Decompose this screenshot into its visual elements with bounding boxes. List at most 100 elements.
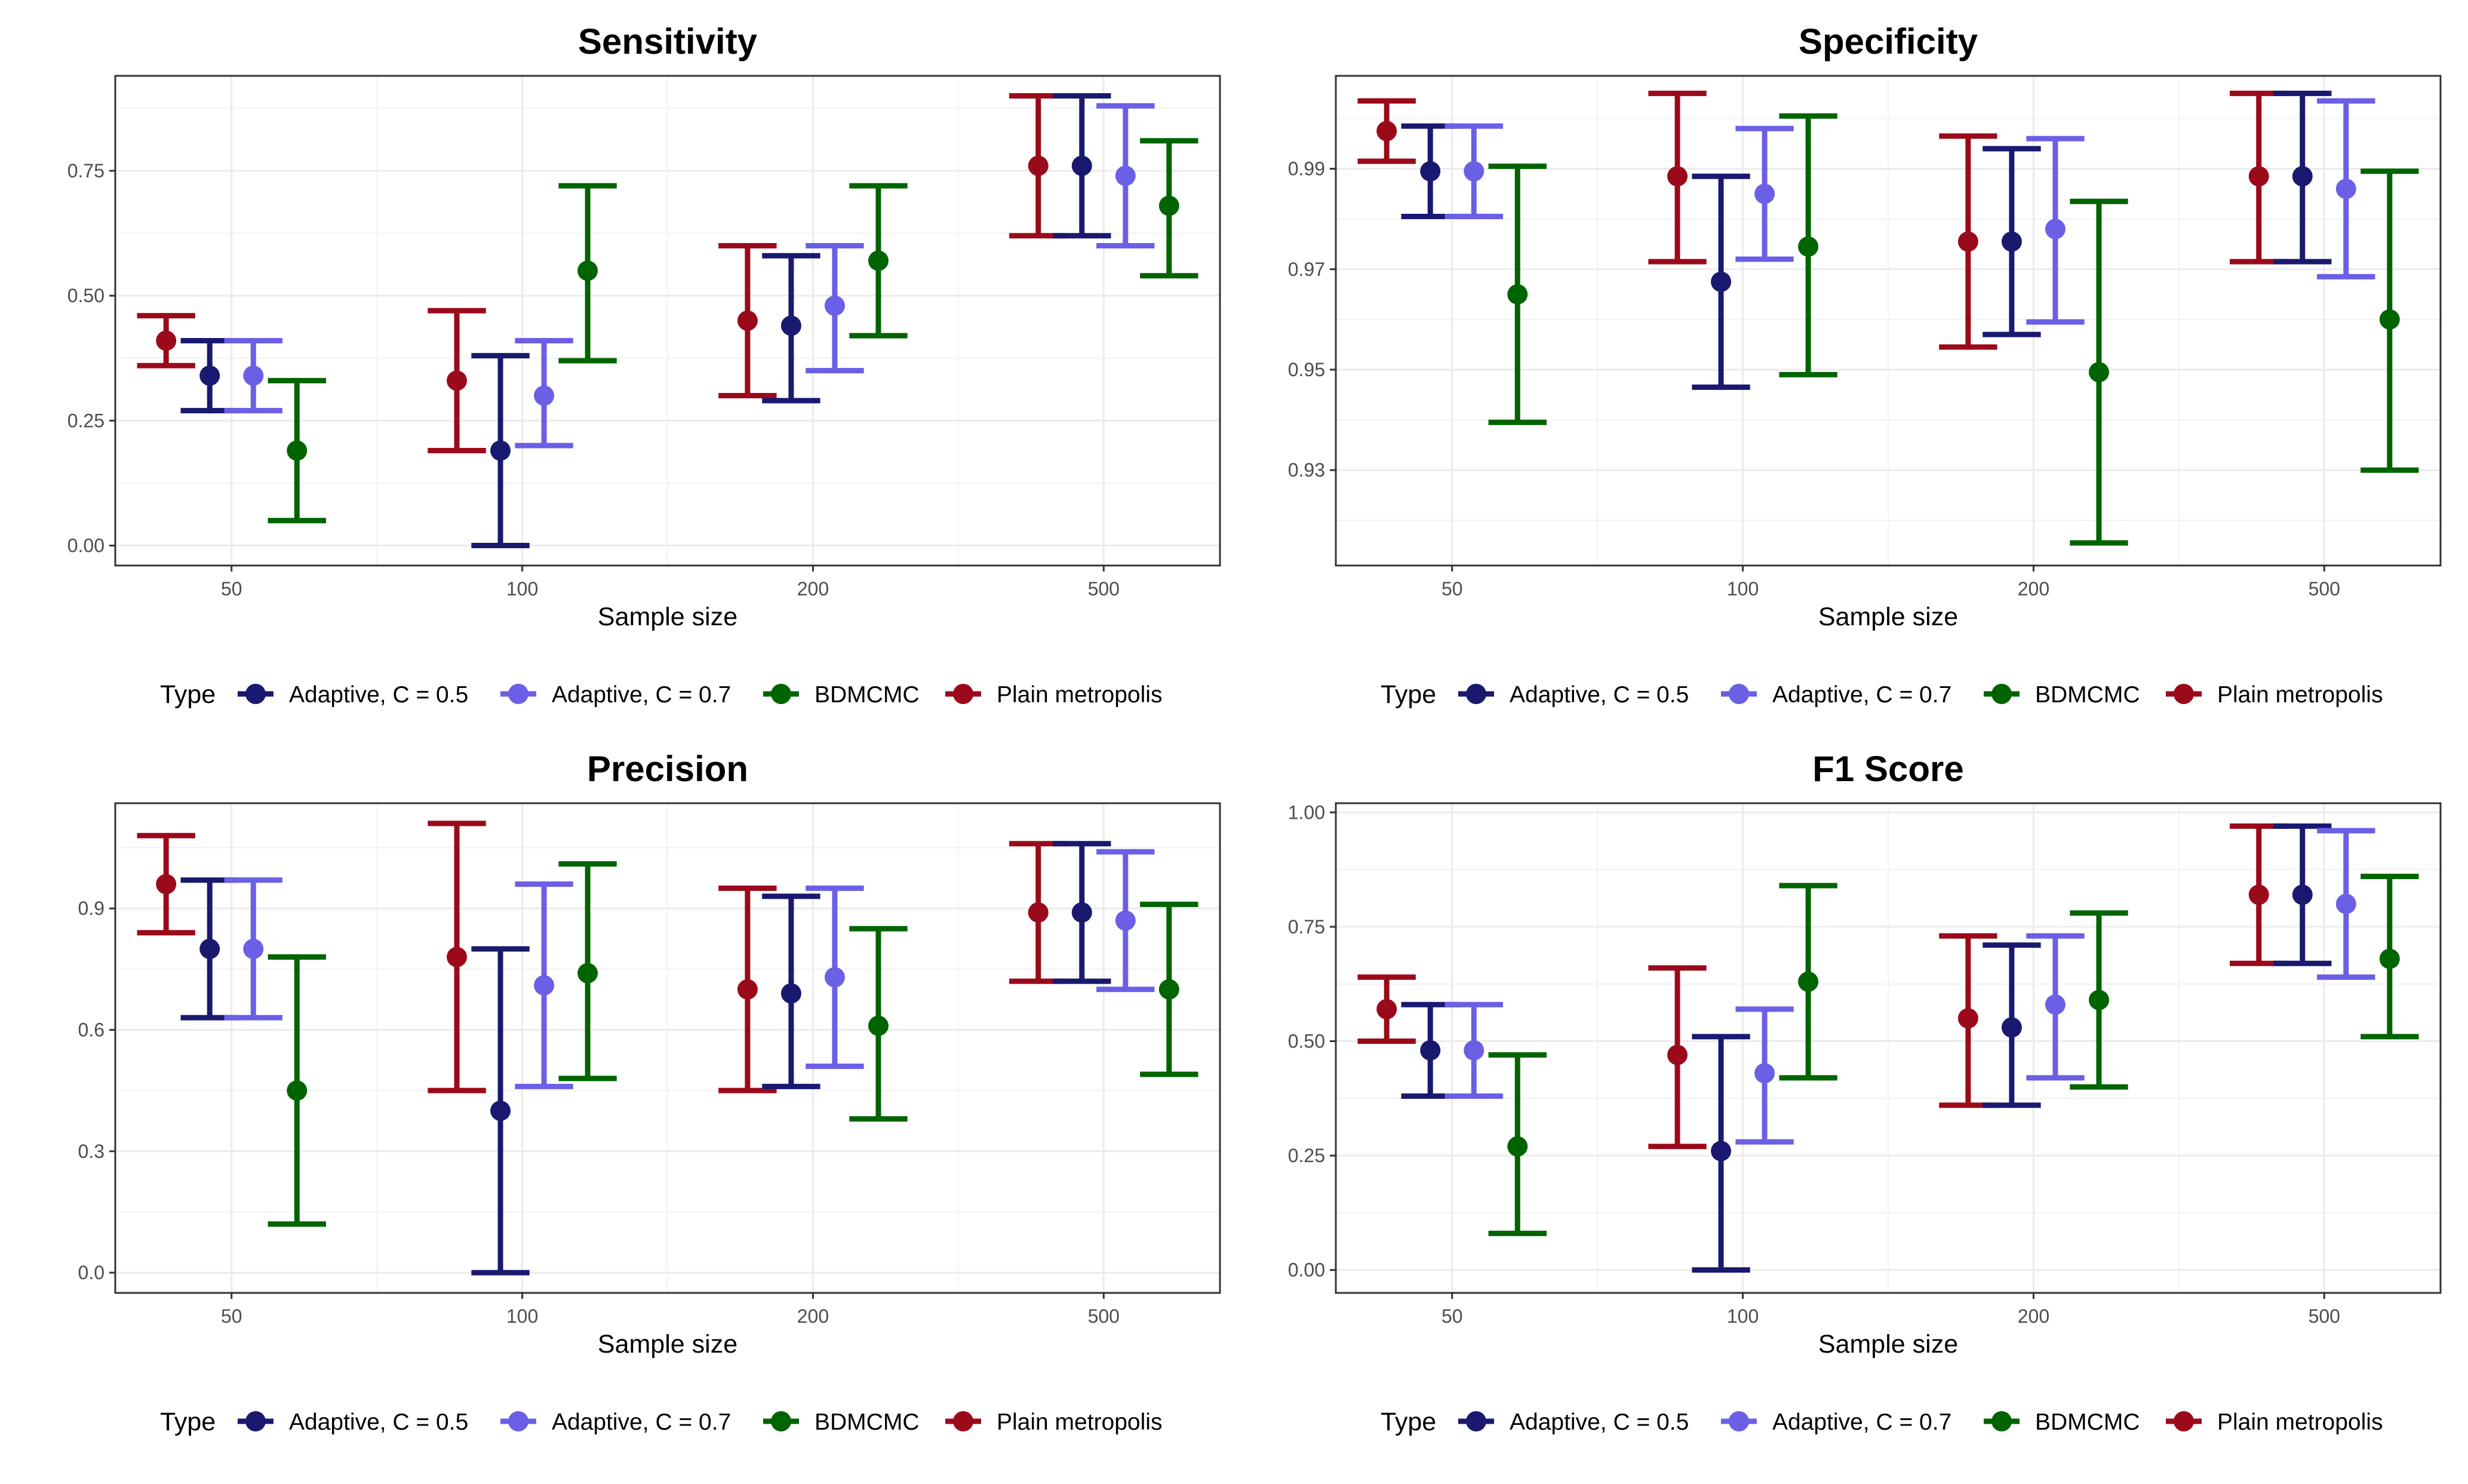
legend-key-point [771,684,791,704]
point-adaptive-c-0-5-100 [1711,1141,1732,1162]
y-tick-label: 0.99 [1288,158,1325,180]
legend-entry-bdmcmc: BDMCMC [763,682,919,708]
point-adaptive-c-0-7-50 [243,938,264,959]
point-adaptive-c-0-5-50 [199,365,220,386]
point-bdmcmc-200 [868,1015,889,1036]
series-adaptive-c-0-7 [224,849,1155,1089]
panel-f1-score: 0.00 0.25 0.50 0.75 1.00 50 100 200 500 F1 Score S… [1288,749,2442,1436]
point-adaptive-c-0-7-100 [1754,183,1775,204]
legend-entry-adaptive-c-0-7: Adaptive, C = 0.7 [500,1409,731,1435]
legend-key-point [1991,1411,2012,1431]
x-tick-label: 500 [2309,1305,2340,1327]
panel-title: Specificity [1799,21,1978,62]
panel-border [1335,802,2442,1294]
point-bdmcmc-500 [2379,309,2400,330]
legend-label: BDMCMC [2035,682,2140,708]
legend-title: Type [1381,1408,1436,1436]
point-plain-metropolis-200 [1957,1008,1978,1029]
legend-label: Adaptive, C = 0.5 [1510,682,1689,708]
legend-entry-plain-metropolis: Plain metropolis [945,1409,1162,1435]
point-bdmcmc-50 [1507,284,1528,305]
legend-title: Type [160,1408,216,1436]
series-adaptive-c-0-5 [1401,823,2332,1273]
x-axis-label: Sample size [598,603,737,631]
legend-entry-plain-metropolis: Plain metropolis [2166,1409,2383,1435]
point-bdmcmc-100 [1798,971,1819,992]
panel-specificity: 0.93 0.95 0.97 0.99 50 100 200 500 Specificity Sa… [1288,21,2442,709]
point-adaptive-c-0-5-200 [2001,231,2022,252]
point-bdmcmc-500 [1158,979,1179,1000]
point-adaptive-c-0-7-50 [243,365,264,386]
x-tick-label: 200 [797,578,829,600]
legend-key-point [771,1411,791,1431]
legend-label: BDMCMC [815,682,919,708]
series-adaptive-c-0-7 [1444,98,2375,325]
y-tick-label: 0.97 [1288,259,1325,280]
legend-label: Plain metropolis [2217,682,2383,708]
point-adaptive-c-0-7-500 [1115,165,1136,186]
point-adaptive-c-0-5-500 [1071,902,1092,923]
legend-key-point [508,684,528,704]
y-tick-label: 0.25 [67,410,105,431]
x-tick-label: 100 [506,578,538,600]
point-adaptive-c-0-5-100 [1711,271,1732,292]
series-bdmcmc [268,138,1198,524]
point-adaptive-c-0-5-200 [780,983,801,1004]
series-adaptive-c-0-7 [224,103,1155,448]
legend-key-point [245,684,266,704]
legend-entry-adaptive-c-0-7: Adaptive, C = 0.7 [500,682,731,708]
y-tick-label: 1.00 [1288,801,1325,823]
legend-label: Adaptive, C = 0.7 [1772,682,1951,708]
point-bdmcmc-100 [577,963,598,984]
legend-label: Plain metropolis [997,682,1162,708]
point-plain-metropolis-200 [737,979,758,1000]
legend-key-point [953,684,973,704]
point-plain-metropolis-500 [2248,884,2269,905]
panel-border [114,75,1221,567]
point-adaptive-c-0-5-200 [2001,1017,2022,1038]
legend-entry-plain-metropolis: Plain metropolis [2166,682,2383,708]
legend-entry-adaptive-c-0-7: Adaptive, C = 0.7 [1721,682,1951,708]
legend-entry-bdmcmc: BDMCMC [1984,1409,2140,1435]
point-plain-metropolis-50 [156,874,177,895]
series-adaptive-c-0-5 [1401,90,2332,390]
legend-key-point [1729,684,1749,704]
point-adaptive-c-0-7-50 [1464,161,1485,182]
point-plain-metropolis-50 [1376,121,1397,142]
point-plain-metropolis-100 [1667,1044,1688,1065]
point-plain-metropolis-200 [1957,231,1978,252]
legend-entry-adaptive-c-0-7: Adaptive, C = 0.7 [1721,1409,1951,1435]
legend-entry-plain-metropolis: Plain metropolis [945,682,1162,708]
legend-entry-adaptive-c-0-5: Adaptive, C = 0.5 [238,682,468,708]
point-adaptive-c-0-7-100 [534,385,555,406]
point-bdmcmc-100 [1798,236,1819,257]
point-bdmcmc-100 [577,260,598,281]
x-tick-label: 200 [797,1305,829,1327]
point-adaptive-c-0-7-500 [2335,893,2356,914]
point-adaptive-c-0-5-500 [2292,166,2313,187]
point-bdmcmc-50 [287,1080,308,1101]
point-bdmcmc-200 [2088,990,2109,1010]
series-adaptive-c-0-5 [180,93,1111,549]
point-plain-metropolis-100 [447,947,468,967]
series-bdmcmc [1488,113,2419,546]
legend-key-point [1991,684,2012,704]
legend-label: Adaptive, C = 0.7 [1772,1409,1951,1435]
point-bdmcmc-50 [1507,1136,1528,1157]
series-plain-metropolis [137,93,1068,454]
point-plain-metropolis-200 [737,311,758,331]
x-axis-label: Sample size [1818,603,1958,631]
legend-label: BDMCMC [815,1409,919,1435]
point-bdmcmc-500 [2379,948,2400,969]
y-tick-label: 0.75 [67,160,105,182]
point-adaptive-c-0-7-200 [2045,994,2066,1015]
y-tick-label: 0.9 [78,898,105,919]
legend-label: Adaptive, C = 0.5 [289,1409,468,1435]
legend-entry-bdmcmc: BDMCMC [1984,682,2140,708]
point-adaptive-c-0-5-500 [1071,155,1092,176]
point-plain-metropolis-500 [1028,155,1049,176]
series-adaptive-c-0-5 [180,841,1111,1276]
panel-title: F1 Score [1812,749,1963,789]
panel-precision: 0.0 0.3 0.6 0.9 50 100 200 500 Precision Sample s… [78,749,1221,1436]
